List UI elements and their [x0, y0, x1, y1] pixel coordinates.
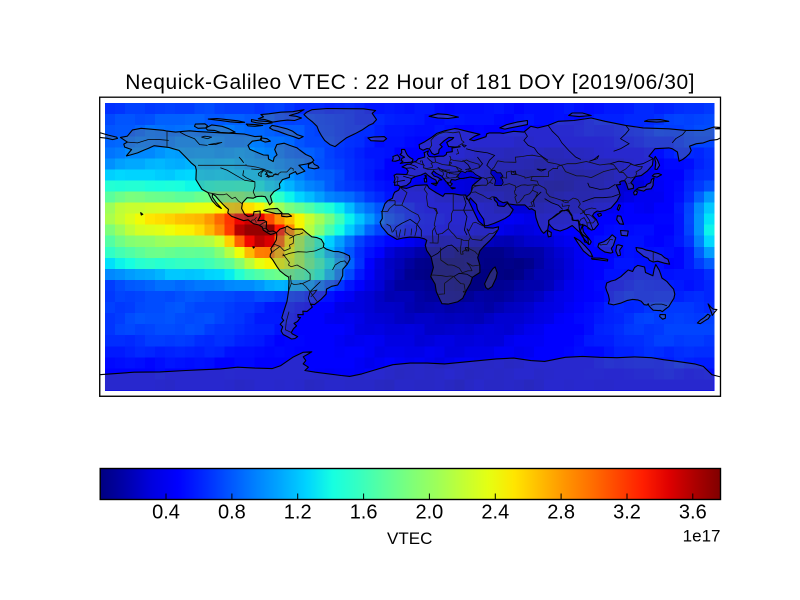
svg-text:3.6: 3.6 [679, 502, 707, 524]
svg-text:1.6: 1.6 [350, 502, 378, 524]
svg-text:1e17: 1e17 [683, 527, 721, 546]
svg-text:VTEC: VTEC [387, 529, 432, 548]
svg-text:2.0: 2.0 [415, 502, 443, 524]
svg-text:3.2: 3.2 [613, 502, 641, 524]
svg-text:2.4: 2.4 [481, 502, 509, 524]
svg-text:0.4: 0.4 [152, 502, 180, 524]
svg-text:2.8: 2.8 [547, 502, 575, 524]
svg-text:0.8: 0.8 [218, 502, 246, 524]
svg-text:1.2: 1.2 [284, 502, 312, 524]
svg-text:Nequick-Galileo VTEC : 22 Hour: Nequick-Galileo VTEC : 22 Hour of 181 DO… [125, 71, 695, 94]
